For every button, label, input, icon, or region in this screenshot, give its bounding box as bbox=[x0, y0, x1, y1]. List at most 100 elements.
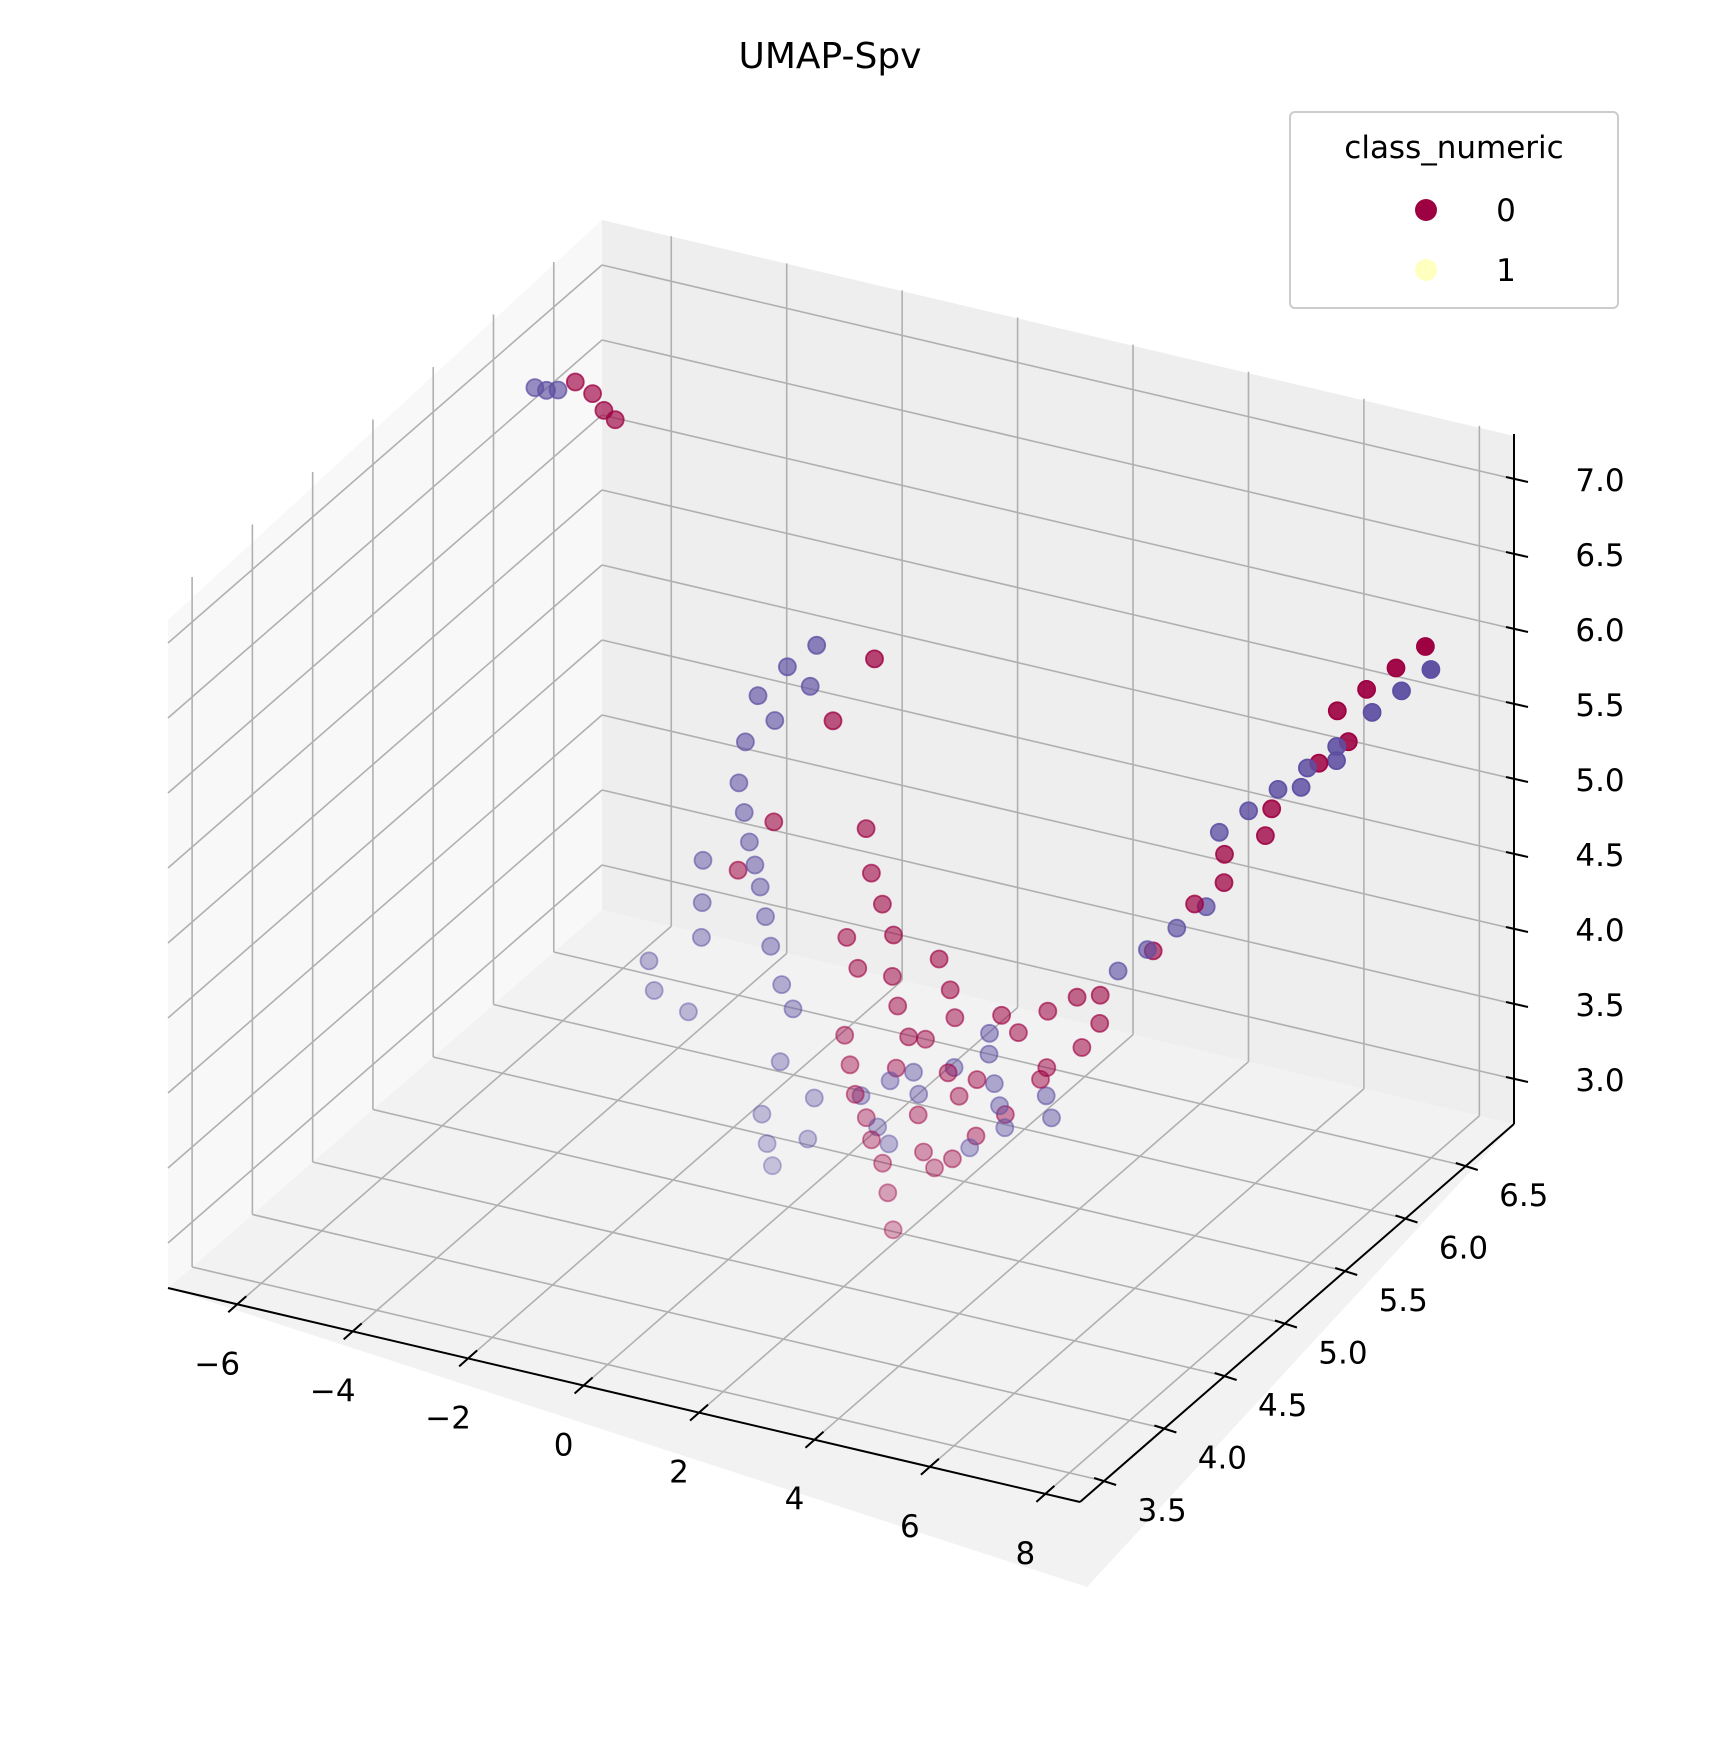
z-tick-mark bbox=[1505, 1001, 1529, 1008]
scatter-point-class-1 bbox=[770, 1052, 790, 1072]
x-gridline-floor bbox=[236, 925, 672, 1305]
scatter-point-class-1 bbox=[734, 803, 754, 822]
y-axis-line bbox=[1079, 1123, 1515, 1503]
scatter-point-class-0 bbox=[1215, 844, 1234, 864]
scatter-point-class-1 bbox=[757, 1134, 777, 1153]
scatter-point-class-1 bbox=[692, 928, 711, 947]
y-gridline-floor bbox=[252, 1213, 1165, 1430]
scatter-point-class-1 bbox=[904, 1062, 923, 1082]
x-tick-label: 6 bbox=[900, 1509, 920, 1545]
x-gridline-floor bbox=[813, 1061, 1250, 1441]
y-gridline-floor bbox=[493, 1003, 1406, 1220]
legend-title: class_numeric bbox=[1344, 130, 1563, 166]
scatter-point-class-1 bbox=[804, 1088, 824, 1108]
z-gridline-backwall bbox=[601, 789, 1515, 1005]
scatter-point-class-0 bbox=[1072, 1038, 1092, 1057]
legend-entries: 01 bbox=[1415, 193, 1516, 289]
scatter-point-class-1 bbox=[750, 877, 770, 897]
scatter-point-class-0 bbox=[878, 1183, 898, 1203]
scatter-point-class-1 bbox=[1239, 801, 1258, 821]
y-tick-label: 6.0 bbox=[1439, 1231, 1488, 1267]
y-tick-label: 5.0 bbox=[1318, 1336, 1367, 1372]
scatter-point-class-0 bbox=[848, 958, 868, 978]
scatter-point-class-1 bbox=[807, 635, 827, 655]
axis-ticks: −6 −4 −2 0 2 4 6 8 3.5 4.0 4.5 5.0 5.5 6.0 6.5 3.0 3.5 4.… bbox=[194, 463, 1624, 1572]
z-gridline-backwall bbox=[601, 564, 1515, 780]
scatter-point-class-0 bbox=[1090, 1014, 1110, 1033]
scatter-point-class-1 bbox=[729, 773, 749, 793]
y-tick-mark bbox=[1274, 1319, 1298, 1329]
scatter-point-class-1 bbox=[1298, 758, 1317, 778]
scatter-point-class-1 bbox=[798, 1129, 818, 1149]
z-tick-mark bbox=[1505, 776, 1529, 783]
scatter-point-class-1 bbox=[1209, 822, 1229, 842]
z-gridline-backwall bbox=[601, 339, 1515, 555]
scatter-point-class-0 bbox=[884, 925, 903, 945]
x-gridline-floor bbox=[929, 1088, 1365, 1468]
scatter-point-class-1 bbox=[1268, 780, 1288, 799]
scatter-point-class-1 bbox=[800, 676, 820, 696]
scatter-point-class-0 bbox=[764, 812, 784, 832]
x-tick-label: 2 bbox=[669, 1455, 689, 1491]
z-gridline-leftwall bbox=[167, 864, 603, 1244]
z-gridline-backwall bbox=[601, 489, 1515, 705]
scatter-point-class-0 bbox=[840, 1055, 860, 1075]
scatter-point-class-0 bbox=[916, 1029, 935, 1049]
scatter-point-class-0 bbox=[837, 928, 857, 947]
x-gridline-floor bbox=[467, 979, 903, 1360]
z-tick-label: 6.0 bbox=[1575, 613, 1624, 649]
y-tick-label: 4.0 bbox=[1198, 1441, 1247, 1477]
scatter-point-class-0 bbox=[845, 1084, 865, 1104]
y-tick-label: 3.5 bbox=[1137, 1493, 1186, 1529]
y-tick-mark bbox=[1093, 1477, 1117, 1486]
scatter-point-class-0 bbox=[1327, 701, 1347, 721]
scatter-point-class-0 bbox=[949, 1086, 969, 1106]
x-tick-mark bbox=[573, 1376, 594, 1395]
scatter-point-class-1 bbox=[756, 907, 775, 926]
x-tick-mark bbox=[458, 1349, 478, 1368]
z-tick-label: 3.5 bbox=[1575, 988, 1624, 1024]
scatter-point-class-1 bbox=[980, 1023, 999, 1043]
z-tick-mark bbox=[1505, 926, 1529, 933]
scatter-point-class-1 bbox=[761, 936, 781, 956]
y-tick-label: 5.5 bbox=[1379, 1283, 1428, 1319]
z-gridline-backwall bbox=[601, 414, 1515, 630]
z-gridline-backwall bbox=[601, 864, 1515, 1080]
z-tick-mark bbox=[1505, 851, 1529, 858]
scatter-point-class-0 bbox=[1357, 680, 1376, 699]
scatter-point-class-1 bbox=[1167, 918, 1187, 938]
grid-lines bbox=[167, 236, 1515, 1495]
scatter-point-class-0 bbox=[929, 949, 949, 969]
scatter-point-class-1 bbox=[693, 850, 713, 870]
scatter-point-class-1 bbox=[868, 1117, 887, 1137]
scatter-point-class-1 bbox=[692, 893, 712, 912]
z-gridline-leftwall bbox=[167, 714, 603, 1094]
y-gridline-floor bbox=[553, 951, 1466, 1167]
scatter-point-class-0 bbox=[883, 1220, 903, 1240]
z-gridline-leftwall bbox=[167, 489, 603, 869]
x-tick-mark bbox=[920, 1458, 940, 1476]
scatter-point-class-1 bbox=[1392, 681, 1411, 701]
scatter-point-class-0 bbox=[1067, 987, 1087, 1007]
scatter-point-class-1 bbox=[960, 1138, 980, 1158]
scatter-point-class-0 bbox=[943, 1149, 962, 1169]
scatter-point-class-1 bbox=[778, 657, 797, 677]
scatter-point-class-0 bbox=[728, 860, 748, 880]
x-tick-label: −6 bbox=[194, 1346, 240, 1382]
scatter-point-class-0 bbox=[1214, 873, 1234, 892]
scatter-point-class-0 bbox=[1031, 1070, 1050, 1089]
chart-title: UMAP-Spv bbox=[739, 36, 922, 77]
scatter-point-class-1 bbox=[765, 711, 785, 730]
scatter-point-class-1 bbox=[984, 1074, 1004, 1093]
z-tick-label: 3.0 bbox=[1575, 1063, 1624, 1099]
z-gridline-leftwall bbox=[167, 639, 603, 1019]
scatter-point-class-1 bbox=[772, 975, 792, 994]
scatter-point-class-1 bbox=[644, 981, 664, 1000]
y-gridline-floor bbox=[433, 1056, 1346, 1272]
legend-box bbox=[1289, 111, 1619, 309]
z-tick-mark bbox=[1505, 1076, 1529, 1083]
x-gridline-floor bbox=[352, 952, 788, 1332]
scatter-point-class-1 bbox=[880, 1071, 900, 1091]
x-tick-label: 0 bbox=[554, 1428, 574, 1464]
x-tick-mark bbox=[343, 1322, 363, 1341]
